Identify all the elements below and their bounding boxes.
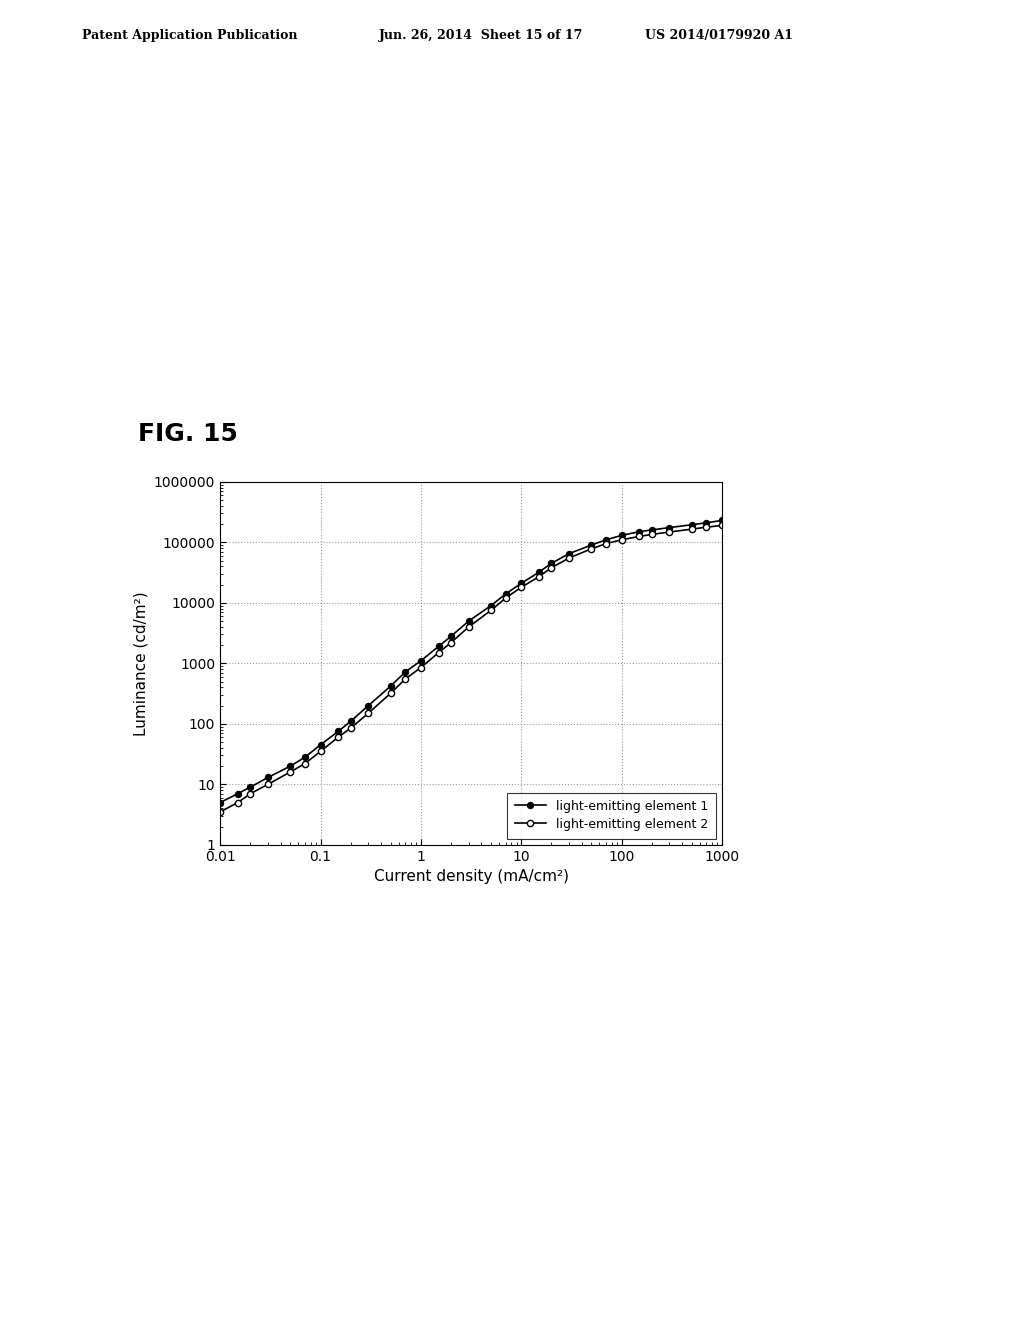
light-emitting element 2	[245, 785, 257, 801]
light-emitting element 2	[299, 755, 311, 771]
light-emitting element 2	[546, 560, 558, 576]
light-emitting element 1	[600, 532, 612, 548]
light-emitting element 2	[314, 743, 327, 759]
Text: FIG. 15: FIG. 15	[138, 422, 239, 446]
light-emitting element 2	[484, 602, 497, 618]
light-emitting element 1	[463, 612, 475, 628]
Line: light-emitting element 2: light-emitting element 2	[217, 523, 725, 814]
light-emitting element 1	[646, 521, 658, 537]
light-emitting element 2	[415, 660, 427, 676]
light-emitting element 2	[716, 517, 728, 533]
light-emitting element 2	[345, 721, 357, 737]
light-emitting element 1	[615, 528, 628, 544]
light-emitting element 2	[633, 528, 645, 544]
light-emitting element 1	[500, 586, 512, 602]
light-emitting element 2	[214, 804, 226, 820]
light-emitting element 2	[664, 524, 676, 540]
light-emitting element 2	[399, 671, 412, 686]
light-emitting element 1	[332, 723, 344, 739]
light-emitting element 1	[245, 779, 257, 795]
light-emitting element 2	[231, 795, 244, 810]
light-emitting element 2	[284, 764, 296, 780]
light-emitting element 2	[615, 532, 628, 548]
light-emitting element 1	[716, 512, 728, 528]
light-emitting element 1	[484, 598, 497, 614]
light-emitting element 2	[262, 776, 274, 792]
light-emitting element 1	[362, 698, 375, 714]
light-emitting element 1	[546, 556, 558, 572]
light-emitting element 2	[685, 521, 697, 537]
light-emitting element 1	[700, 515, 713, 531]
light-emitting element 1	[532, 565, 545, 581]
light-emitting element 1	[633, 524, 645, 540]
light-emitting element 2	[362, 705, 375, 721]
light-emitting element 2	[463, 619, 475, 635]
X-axis label: Current density (mA/cm²): Current density (mA/cm²)	[374, 869, 568, 884]
Text: Patent Application Publication: Patent Application Publication	[82, 29, 297, 42]
light-emitting element 1	[585, 537, 597, 553]
light-emitting element 2	[515, 579, 527, 595]
light-emitting element 2	[563, 550, 575, 566]
light-emitting element 1	[445, 628, 458, 644]
light-emitting element 1	[384, 678, 396, 694]
Text: Jun. 26, 2014  Sheet 15 of 17: Jun. 26, 2014 Sheet 15 of 17	[379, 29, 584, 42]
light-emitting element 1	[345, 713, 357, 729]
Legend: light-emitting element 1, light-emitting element 2: light-emitting element 1, light-emitting…	[507, 792, 716, 838]
light-emitting element 1	[262, 770, 274, 785]
light-emitting element 1	[214, 795, 226, 810]
light-emitting element 2	[500, 590, 512, 606]
light-emitting element 1	[314, 737, 327, 752]
light-emitting element 2	[700, 519, 713, 535]
light-emitting element 1	[299, 750, 311, 766]
light-emitting element 2	[432, 644, 444, 660]
light-emitting element 1	[664, 520, 676, 536]
Line: light-emitting element 1: light-emitting element 1	[217, 517, 725, 805]
light-emitting element 1	[432, 639, 444, 655]
light-emitting element 1	[515, 576, 527, 591]
light-emitting element 1	[399, 664, 412, 680]
light-emitting element 2	[646, 527, 658, 543]
light-emitting element 2	[585, 541, 597, 557]
light-emitting element 2	[445, 635, 458, 651]
light-emitting element 1	[415, 653, 427, 669]
light-emitting element 2	[384, 685, 396, 701]
light-emitting element 1	[284, 758, 296, 774]
light-emitting element 2	[332, 730, 344, 746]
light-emitting element 1	[685, 517, 697, 533]
Text: US 2014/0179920 A1: US 2014/0179920 A1	[645, 29, 794, 42]
Y-axis label: Luminance (cd/m²): Luminance (cd/m²)	[133, 591, 148, 735]
light-emitting element 2	[600, 536, 612, 552]
light-emitting element 1	[563, 545, 575, 561]
light-emitting element 2	[532, 569, 545, 585]
light-emitting element 1	[231, 785, 244, 801]
